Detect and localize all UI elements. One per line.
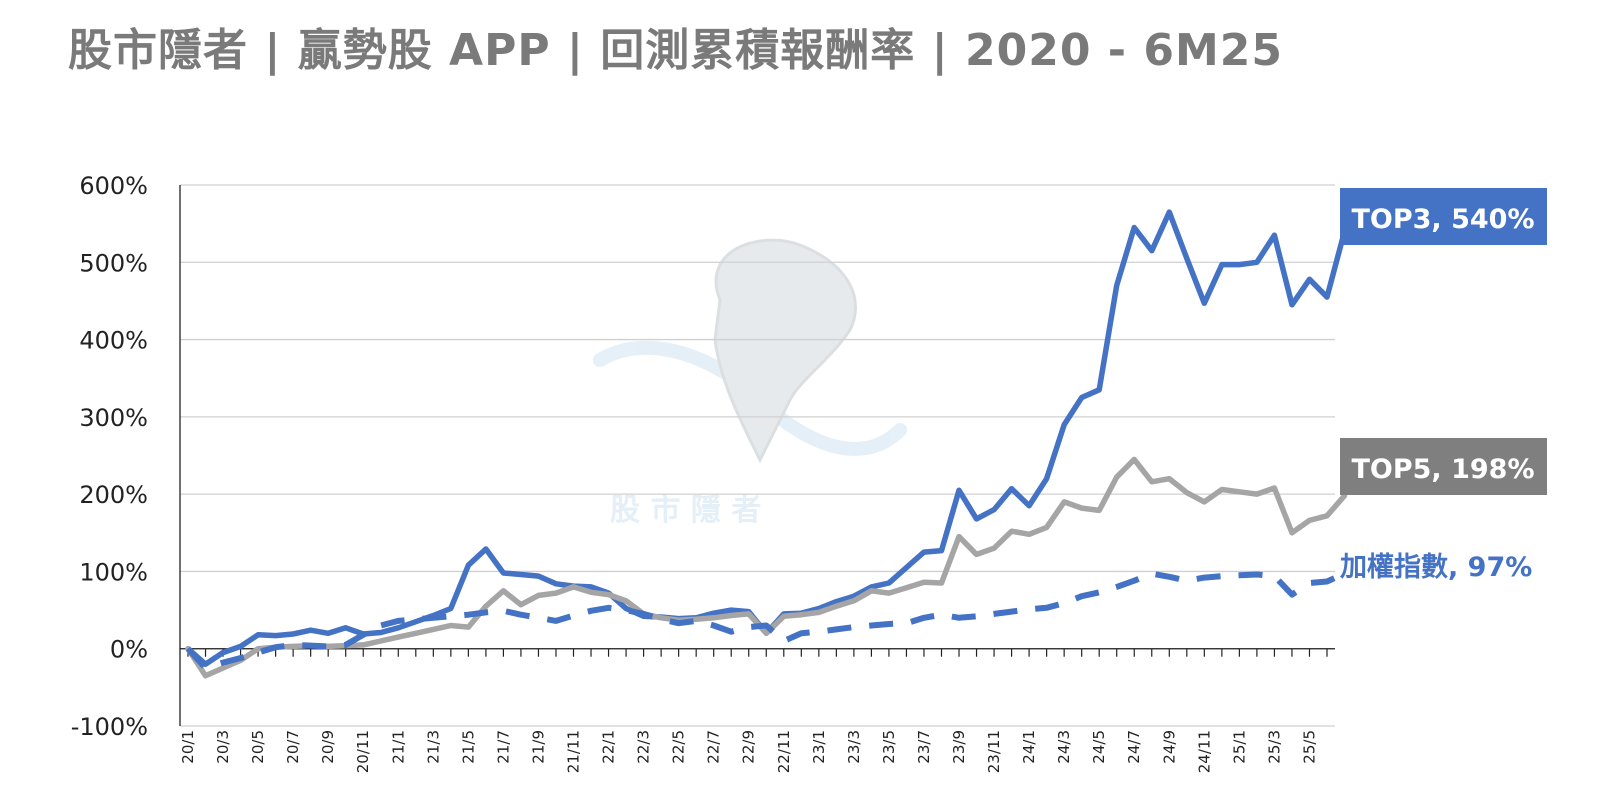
x-tick-label: 22/9 [740,730,758,764]
label-top3: TOP3, 540% [1351,204,1534,235]
label-index: 加權指數, 97% [1340,552,1532,583]
x-tick-label: 23/1 [810,730,828,764]
series-line-加權指數 [185,570,1346,671]
y-tick-label: 400% [79,327,148,355]
x-tick-label: 20/9 [319,730,337,764]
grid [180,184,1335,727]
x-tick-label: 21/7 [494,730,512,764]
x-tick-label: 21/3 [424,730,442,764]
x-tick-label: 23/11 [985,730,1003,773]
y-tick-label: 500% [79,249,148,277]
x-tick-label: 24/5 [1090,730,1108,764]
x-tick-label: 22/3 [635,730,653,764]
x-tick-label: 21/11 [565,730,583,773]
watermark-text: 股 市 隱 者 [610,493,761,528]
watermark-logo: 股 市 隱 者 [593,238,907,528]
x-tick-label: 25/5 [1300,730,1318,764]
x-tick-label: 23/9 [950,730,968,764]
x-tick-label: 23/7 [915,730,933,764]
x-tick-label: 24/7 [1125,730,1143,764]
chart-title: 股市隱者 | 贏勢股 APP | 回測累積報酬率 | 2020 - 6M25 [68,25,1283,76]
x-tick-label: 24/1 [1020,730,1038,764]
x-tick-label: 22/1 [600,730,618,764]
x-tick-label: 21/5 [459,730,477,764]
x-tick-label: 20/7 [284,730,302,764]
watermark-figure-icon [713,238,858,464]
x-tick-label: 20/1 [179,730,197,764]
x-tick-label: 24/11 [1195,730,1213,773]
label-box-top5 [1340,438,1547,495]
y-tick-label: 200% [79,481,148,509]
y-tick-label: 0% [110,636,148,664]
x-tick-label: 20/3 [214,730,232,764]
x-tick-label: 22/11 [775,730,793,773]
series-line-TOP5 [185,456,1348,679]
x-tick-label: 24/9 [1160,730,1178,764]
y-tick-label: 100% [79,558,148,586]
x-tick-label: 24/3 [1055,730,1073,764]
y-tick-label: 600% [79,172,148,200]
label-top5: TOP5, 198% [1351,454,1534,485]
y-tick-label: 300% [79,404,148,432]
x-tick-label: 20/5 [249,730,267,764]
x-tick-label: 25/1 [1230,730,1248,764]
x-axis: 20/1 20/3 20/5 20/7 20/9 20/11 21/1 21/3 21/5 21/… [179,648,1335,773]
x-tick-label: 22/7 [705,730,723,764]
x-tick-label: 21/9 [529,730,547,764]
x-tick-label: 23/5 [880,730,898,764]
x-tick-label: 23/3 [845,730,863,764]
x-tick-label: 22/5 [670,730,688,764]
y-tick-label: -100% [71,713,148,741]
x-tick-label: 25/3 [1265,730,1283,764]
x-tick-label: 20/11 [354,730,372,773]
series-labels: TOP3, 540% TOP5, 198% 加權指數, 97% [1340,188,1547,583]
y-axis: -100% 0% 100% 200% 300% 400% 500% 600% [71,172,181,741]
series-group [185,209,1348,679]
x-tick-label: 21/1 [389,730,407,764]
label-box-top3 [1340,188,1547,245]
